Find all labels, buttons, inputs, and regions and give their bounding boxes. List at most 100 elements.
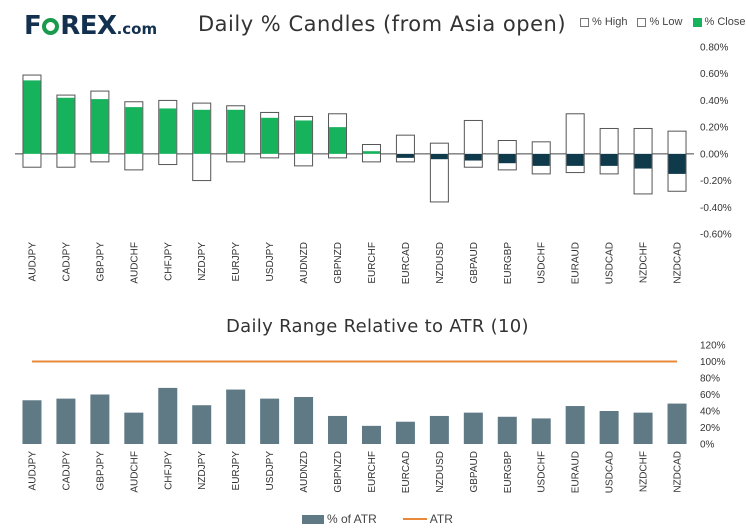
candle-y-tick: -0.60% <box>700 230 732 241</box>
candle-close-bar <box>23 80 41 154</box>
candle-close-bar <box>668 153 686 174</box>
candle-category-label: CADJPY <box>61 242 72 282</box>
legend-low-swatch <box>637 17 647 27</box>
atr-chart-title: Daily Range Relative to ATR (10) <box>226 316 529 337</box>
candle-close-bar <box>532 153 550 166</box>
candle-close-bar <box>193 109 211 154</box>
candle-category-label: NZDJPY <box>197 242 208 281</box>
atr-bar <box>531 418 551 444</box>
atr-category-label: EURAUD <box>571 451 582 493</box>
atr-bar <box>56 398 76 444</box>
legend-close-swatch <box>692 17 702 27</box>
candle-y-tick: -0.40% <box>700 203 732 214</box>
atr-category-label: CADJPY <box>61 451 72 491</box>
candle-category-label: USDJPY <box>265 242 276 282</box>
legend-pct-atr: % of ATR <box>302 512 377 526</box>
candle-legend: % High % Low % Close <box>580 16 745 28</box>
legend-low-label: % Low <box>649 16 683 28</box>
candle-category-label: GBPAUD <box>469 242 480 284</box>
atr-bar <box>667 403 687 444</box>
atr-category-label: AUDJPY <box>27 451 38 491</box>
candle-y-tick: 0.80% <box>700 43 728 54</box>
candle-category-label: CHFJPY <box>163 242 174 281</box>
atr-category-label: USDCHF <box>537 451 548 493</box>
legend-pct-atr-label: % of ATR <box>327 512 377 526</box>
atr-y-tick: 20% <box>700 423 720 434</box>
candle-close-bar <box>464 153 482 161</box>
candle-category-label: NZDCAD <box>673 242 684 284</box>
atr-category-label: NZDCHF <box>639 451 650 492</box>
candle-category-label: EURGBP <box>503 242 514 285</box>
atr-category-label: AUDCHF <box>129 451 140 493</box>
logo-letter-f: F <box>24 11 42 41</box>
atr-category-label: NZDJPY <box>197 451 208 490</box>
candle-close-bar <box>227 109 245 154</box>
atr-category-label: AUDNZD <box>299 451 310 493</box>
atr-bar <box>124 412 144 444</box>
candle-category-label: NZDCHF <box>639 242 650 283</box>
atr-legend: % of ATR ATR <box>302 512 453 526</box>
atr-category-label: EURGBP <box>503 451 514 494</box>
atr-y-tick: 80% <box>700 374 720 385</box>
candle-category-label: EURCAD <box>401 242 412 284</box>
candle-close-bar <box>430 153 448 160</box>
atr-bar <box>463 412 483 444</box>
legend-high-swatch <box>580 17 589 27</box>
atr-bar <box>565 406 585 444</box>
candle-category-label: USDCHF <box>537 242 548 284</box>
candle-close-bar <box>634 153 652 169</box>
atr-bar <box>633 412 653 444</box>
atr-category-label: EURJPY <box>231 451 242 491</box>
candle-category-label: AUDNZD <box>299 242 310 284</box>
candle-category-label: EURCHF <box>367 242 378 284</box>
candle-close-bar <box>57 97 75 154</box>
forex-logo: F REX.com <box>24 11 157 41</box>
atr-category-label: GBPNZD <box>333 451 344 493</box>
candle-category-label: EURJPY <box>231 242 242 282</box>
candle-y-tick: 0.60% <box>700 69 728 80</box>
atr-category-label: CHFJPY <box>163 451 174 490</box>
legend-high: % High <box>580 16 627 28</box>
logo-letters-rex: REX <box>60 11 117 41</box>
atr-bar <box>90 394 110 444</box>
atr-y-tick: 120% <box>700 341 726 352</box>
atr-bar <box>497 416 517 444</box>
atr-bar <box>22 400 42 444</box>
candle-close-bar <box>329 127 347 154</box>
logo-suffix: .com <box>116 20 158 38</box>
candle-close-bar <box>159 108 177 154</box>
candle-range-box <box>599 127 619 175</box>
candle-close-bar <box>600 153 618 166</box>
atr-category-label: GBPJPY <box>95 451 106 491</box>
atr-bar <box>158 387 178 444</box>
atr-bar <box>395 421 415 444</box>
candle-close-bar <box>362 151 380 154</box>
legend-atr-label: ATR <box>429 512 453 526</box>
legend-high-label: % High <box>592 16 628 28</box>
candle-y-tick: 0.40% <box>700 96 728 107</box>
candle-close-bar <box>566 153 584 166</box>
legend-atr-swatch <box>402 518 427 520</box>
atr-category-label: NZDCAD <box>673 451 684 493</box>
atr-category-label: USDCAD <box>605 451 616 493</box>
atr-category-label: USDJPY <box>265 451 276 491</box>
atr-category-label: GBPAUD <box>469 451 480 493</box>
candle-y-tick: 0.00% <box>700 149 728 160</box>
logo-ring-icon <box>42 18 60 35</box>
candle-close-bar <box>295 120 313 154</box>
candle-close-bar <box>498 153 516 164</box>
atr-category-label: NZDUSD <box>435 451 446 493</box>
atr-bar <box>192 405 212 444</box>
candle-range-box <box>429 142 449 203</box>
candle-category-label: AUDJPY <box>27 242 38 282</box>
atr-y-tick: 100% <box>700 357 726 368</box>
candle-y-tick: -0.20% <box>700 176 732 187</box>
candle-category-label: AUDCHF <box>129 242 140 284</box>
candle-category-label: EURAUD <box>571 242 582 284</box>
legend-close: % Close <box>692 16 745 28</box>
legend-pct-atr-swatch <box>302 514 324 524</box>
candle-chart-title: Daily % Candles (from Asia open) <box>198 12 567 36</box>
atr-y-tick: 60% <box>700 390 720 401</box>
atr-y-tick: 40% <box>700 407 720 418</box>
